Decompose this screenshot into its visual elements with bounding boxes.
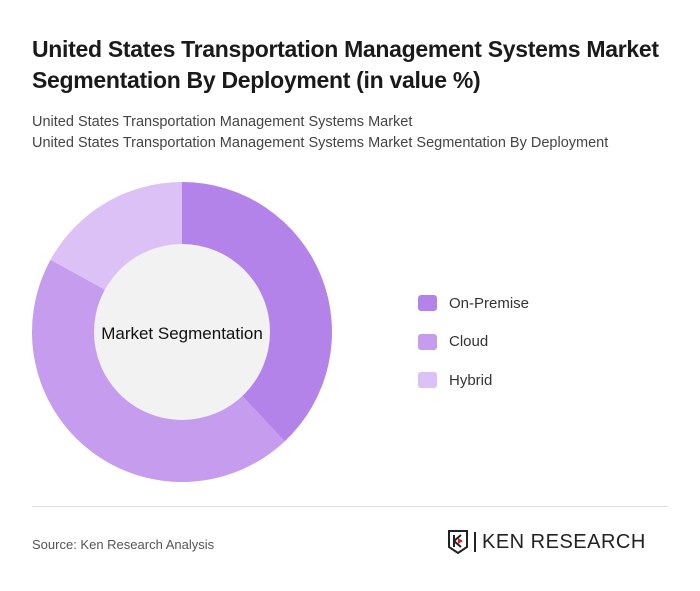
legend-item: On-Premise xyxy=(418,284,529,323)
source-note: Source: Ken Research Analysis xyxy=(32,537,215,552)
legend-swatch xyxy=(418,333,437,350)
legend-label: Cloud xyxy=(449,333,489,351)
ken-logo-icon xyxy=(448,530,468,554)
divider xyxy=(32,506,668,507)
legend-swatch xyxy=(418,372,437,389)
legend-label: On-Premise xyxy=(449,294,530,312)
chart-title: United States Transportation Management … xyxy=(32,36,659,93)
legend-label: Hybrid xyxy=(449,371,493,389)
legend: On-Premise Cloud Hybrid xyxy=(418,284,529,400)
legend-item: Cloud xyxy=(418,323,529,362)
ken-research-logo: KEN RESEARCH xyxy=(448,530,646,554)
logo-text: KEN RESEARCH xyxy=(474,532,646,552)
donut-center xyxy=(94,244,270,420)
legend-swatch xyxy=(418,295,437,312)
center-label: Market Segmentation xyxy=(101,324,263,343)
subtitle-market: United States Transportation Management … xyxy=(32,114,413,130)
legend-item: Hybrid xyxy=(418,361,529,400)
subtitle-segmentation: United States Transportation Management … xyxy=(32,135,609,151)
